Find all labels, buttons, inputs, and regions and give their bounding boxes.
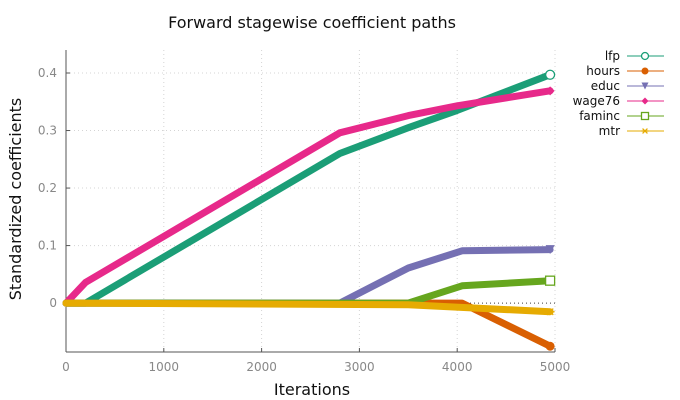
series-marker: [544, 69, 556, 80]
series-line-educ: [62, 246, 554, 307]
x-tick-label: 0: [62, 360, 70, 374]
series-faminc: [62, 275, 556, 307]
ticks: 0 1000 2000 3000 4000 5000 0 0.1 0.2 0.3 0.4: [38, 66, 570, 374]
y-tick-label: 0.4: [38, 66, 57, 80]
legend-item-hours: hours: [586, 64, 664, 78]
series-line-lfp: [62, 71, 554, 307]
x-axis-title: Iterations: [274, 380, 350, 399]
series-marker: [545, 341, 555, 351]
x-tick-label: 3000: [344, 360, 375, 374]
legend-label: wage76: [573, 94, 620, 108]
series-marker: [544, 275, 556, 286]
series-wage76: [62, 86, 555, 307]
series-group: [62, 69, 556, 351]
series-marker: [545, 245, 555, 255]
legend-item-lfp: lfp: [605, 49, 664, 63]
legend-item-wage76: wage76: [573, 94, 664, 108]
legend-item-faminc: faminc: [579, 109, 664, 123]
series-marker: [641, 97, 649, 105]
x-tick-label: 4000: [442, 360, 473, 374]
chart-title: Forward stagewise coefficient paths: [168, 13, 456, 32]
series-marker: [545, 86, 555, 96]
legend-label: faminc: [579, 109, 620, 123]
legend-label: lfp: [605, 49, 620, 63]
y-tick-label: 0: [49, 296, 57, 310]
x-tick-label: 1000: [149, 360, 180, 374]
x-tick-label: 5000: [540, 360, 571, 374]
series-line-faminc: [62, 277, 554, 307]
series-line-wage76: [62, 87, 554, 307]
series-line-mtr: [62, 299, 554, 316]
legend-item-mtr: mtr: [599, 124, 664, 138]
series-marker: [545, 308, 555, 316]
legend-item-educ: educ: [591, 79, 664, 93]
y-tick-label: 0.1: [38, 239, 57, 253]
series-marker: [641, 82, 649, 90]
series-marker: [641, 128, 649, 134]
series-marker: [640, 51, 650, 61]
legend-label: hours: [586, 64, 620, 78]
y-tick-label: 0.2: [38, 181, 57, 195]
series-marker: [640, 111, 650, 121]
x-tick-label: 2000: [246, 360, 277, 374]
series-marker: [641, 67, 649, 75]
y-tick-label: 0.3: [38, 124, 57, 138]
y-axis-title: Standardized coefficients: [6, 98, 25, 300]
legend-label: mtr: [599, 124, 620, 138]
legend-label: educ: [591, 79, 620, 93]
series-mtr: [62, 299, 555, 316]
